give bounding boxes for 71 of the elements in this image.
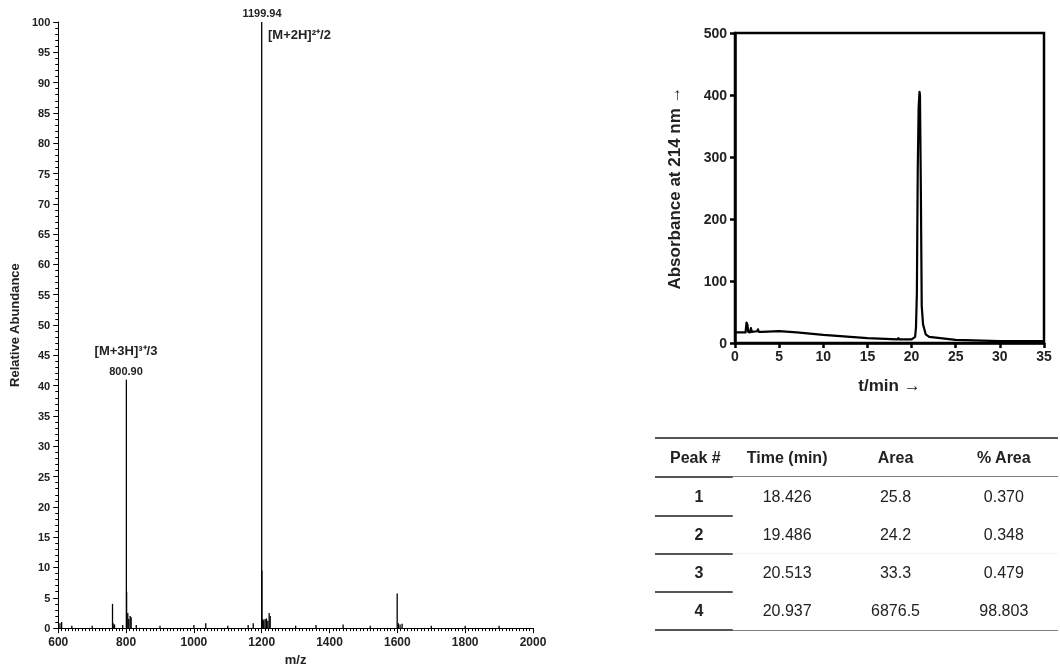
x-tick-label: 30 xyxy=(992,348,1008,364)
y-tick-label: 500 xyxy=(703,25,728,41)
x-tick-label: 1200 xyxy=(248,635,276,650)
y-tick-label: 1 xyxy=(694,487,704,505)
x-tick-label: 2000 xyxy=(519,635,547,650)
annotation: [M+2H]²⁺/2 xyxy=(268,26,331,42)
y-tick-label: 2 xyxy=(694,525,704,543)
y-tick-label: 85 xyxy=(38,106,51,119)
y-tick-label: 50 xyxy=(38,319,51,332)
y-tick-label: 100 xyxy=(703,273,728,289)
text: 19.486 xyxy=(762,525,812,543)
x-tick-label: % Area xyxy=(977,448,1031,466)
x-tick-label: 600 xyxy=(48,635,69,650)
y-tick-label: 40 xyxy=(38,379,51,392)
text: 18.426 xyxy=(762,487,812,505)
x-tick-label: 0 xyxy=(731,348,740,364)
y-tick-label: 30 xyxy=(38,440,51,453)
x-axis-title: m/z xyxy=(284,652,307,667)
annotation: [M+3H]³⁺/3 xyxy=(94,342,158,358)
x-tick-label: 35 xyxy=(1036,348,1052,364)
y-tick-label: 65 xyxy=(38,228,51,241)
x-tick-label: 15 xyxy=(859,348,876,364)
text: 20.937 xyxy=(762,602,812,620)
y-axis-title: Peak # xyxy=(670,448,721,466)
y-tick-label: 300 xyxy=(703,149,728,165)
text: 6876.5 xyxy=(871,602,920,620)
y-tick-label: 15 xyxy=(38,531,51,544)
annotation: 800.90 xyxy=(109,365,143,377)
y-tick-label: 45 xyxy=(38,349,51,362)
y-tick-label: 25 xyxy=(38,470,51,483)
x-tick-label: 800 xyxy=(116,635,137,650)
y-tick-label: 90 xyxy=(38,76,51,89)
text: 24.2 xyxy=(879,525,912,543)
y-tick-label: 0 xyxy=(44,622,51,635)
y-tick-label: 75 xyxy=(38,167,51,180)
x-tick-label: 25 xyxy=(947,348,964,364)
text: 1199.94 xyxy=(242,7,283,19)
text: 25.8 xyxy=(879,487,912,505)
x-tick-label: 1000 xyxy=(180,635,208,650)
y-tick-label: 4 xyxy=(694,602,704,620)
x-tick-label: Time (min) xyxy=(746,448,828,466)
y-tick-label: 55 xyxy=(38,288,51,301)
y-tick-label: 35 xyxy=(38,409,51,422)
text: 0.348 xyxy=(983,525,1024,543)
text: 0.479 xyxy=(983,564,1024,582)
y-tick-label: 5 xyxy=(44,591,51,604)
x-axis-title: t/min → xyxy=(858,376,921,395)
x-tick-label: 10 xyxy=(815,348,832,364)
x-tick-label: Area xyxy=(877,448,914,466)
y-axis-title: Relative Abundance xyxy=(7,263,22,387)
text: 98.803 xyxy=(979,602,1029,620)
y-tick-label: 400 xyxy=(703,87,728,103)
y-tick-label: 100 xyxy=(31,16,51,28)
x-tick-label: 1400 xyxy=(316,635,344,650)
x-tick-label: 5 xyxy=(775,348,784,364)
x-tick-label: 1800 xyxy=(451,635,479,650)
y-tick-label: 20 xyxy=(38,500,51,513)
text: 33.3 xyxy=(879,564,912,582)
y-tick-label: 70 xyxy=(38,197,51,210)
y-tick-label: 3 xyxy=(694,564,704,582)
y-tick-label: 95 xyxy=(38,46,51,59)
text: 0.370 xyxy=(983,487,1024,505)
x-tick-label: 1600 xyxy=(384,635,412,650)
y-tick-label: 80 xyxy=(38,137,51,150)
text: 20.513 xyxy=(762,564,812,582)
y-tick-label: 200 xyxy=(703,211,728,227)
x-tick-label: 20 xyxy=(903,348,920,364)
y-axis-title: Absorbance at 214 nm → xyxy=(665,86,684,290)
y-tick-label: 60 xyxy=(38,258,51,271)
y-tick-label: 10 xyxy=(38,561,51,574)
y-tick-label: 0 xyxy=(719,335,728,351)
